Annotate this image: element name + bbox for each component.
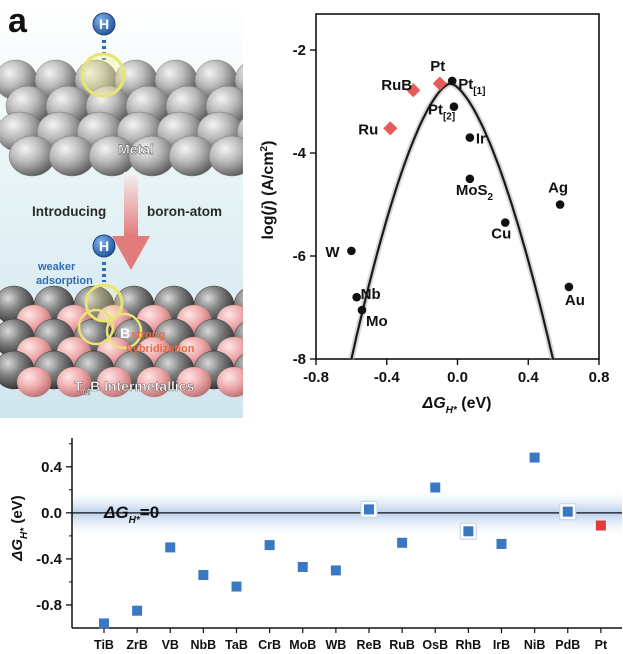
data-label-Ru: Ru (358, 121, 378, 138)
data-label-Mo: Mo (366, 313, 388, 330)
value-marker-VB (165, 542, 175, 552)
value-marker-PdB (563, 507, 573, 517)
data-point-Au (565, 283, 574, 292)
b-y-tick-label: -0.8 (36, 597, 62, 614)
y-tick-label: -8 (293, 351, 306, 368)
b-x-tick-label: ZrB (126, 638, 148, 652)
transition-arrow-shaft (124, 172, 138, 236)
arrow-text-boron-atom: boron-atom (147, 204, 222, 219)
b-y-tick-label: 0.4 (41, 459, 63, 476)
value-marker-RuB (397, 538, 407, 548)
hybridization-label: hybridization (126, 343, 195, 355)
x-tick-label: -0.8 (303, 369, 329, 386)
metal-atom (9, 136, 55, 176)
value-marker-MoB (298, 562, 308, 572)
x-tick-label: -0.4 (374, 369, 401, 386)
value-marker-IrB (497, 539, 507, 549)
panel-b-free-energy-chart: 0.4 0.0 -0.4 -0.8 TiB ZrB VB NbB TaB CrB MoB WB ReB R… (0, 418, 623, 654)
x-tick-label: 0.0 (447, 369, 468, 386)
y-tick-label: -2 (293, 42, 306, 59)
metal-atom (169, 136, 215, 176)
adsorption-label: adsorption (36, 275, 93, 287)
b-x-tick-label: IrB (493, 638, 510, 652)
b-x-tick-label: NbB (191, 638, 217, 652)
strong-label: strong (131, 329, 165, 341)
data-label-RuB: RuB (381, 77, 412, 94)
data-point-Pt (450, 102, 459, 111)
panel-label-a: a (8, 2, 27, 41)
b-x-tick-label: RuB (389, 638, 415, 652)
b-x-tick-label: ReB (356, 638, 381, 652)
weaker-label: weaker (37, 261, 76, 273)
data-point-Pt (448, 77, 457, 86)
b-y-tick-label: 0.0 (41, 505, 62, 522)
x-tick-label: 0.4 (518, 369, 540, 386)
value-marker-CrB (265, 540, 275, 550)
value-marker-NiB (530, 453, 540, 463)
b-x-tick-label: TiB (94, 638, 114, 652)
y-tick-label: -6 (293, 248, 306, 265)
metal-label: Metal (118, 141, 154, 157)
data-label-W: W (325, 244, 340, 261)
value-marker-RhB (463, 526, 473, 536)
value-marker-Pt (596, 521, 606, 531)
x-tick-label: 0.8 (589, 369, 610, 386)
adsorption-ring-top (82, 54, 124, 96)
data-label-Nb: Nb (361, 286, 381, 303)
b-x-tick-label: WB (325, 638, 346, 652)
data-point-Mo (358, 306, 367, 315)
value-marker-TiB (99, 618, 109, 628)
boron-atom-label: B (120, 325, 130, 341)
data-label-Ag: Ag (548, 180, 568, 197)
panel-a: H Metal Introducing boron-atom H weaker … (0, 0, 243, 418)
data-label-Au: Au (565, 292, 585, 309)
b-x-tick-label: VB (162, 638, 179, 652)
b-x-tick-label: TaB (225, 638, 248, 652)
value-marker-WB (331, 565, 341, 575)
panel-c-ylabel: log(j) (A/cm2) (259, 141, 277, 240)
b-x-tick-label: OsB (422, 638, 448, 652)
b-x-tick-label: CrB (258, 638, 281, 652)
hydrogen-label-top: H (99, 16, 109, 32)
b-x-tick-label: MoB (289, 638, 316, 652)
panel-a-illustration: H Metal Introducing boron-atom H weaker … (0, 0, 243, 418)
hydrogen-label-bottom: H (99, 238, 109, 254)
arrow-text-introducing: Introducing (32, 204, 106, 219)
data-point-W (347, 247, 356, 256)
value-marker-ZrB (132, 606, 142, 616)
data-label-Cu: Cu (491, 226, 511, 243)
b-x-tick-label: PdB (555, 638, 580, 652)
boron-atom (17, 367, 51, 397)
b-x-tick-label: Pt (595, 638, 608, 652)
b-x-tick-label: RhB (456, 638, 482, 652)
b-x-tick-label: NiB (524, 638, 546, 652)
value-marker-TaB (232, 582, 242, 592)
b-y-tick-label: -0.4 (36, 551, 63, 568)
data-point-Ag (556, 200, 565, 209)
data-point-Ir (466, 133, 475, 142)
y-tick-label: -4 (293, 145, 307, 162)
metal-atom (49, 136, 95, 176)
value-marker-NbB (198, 570, 208, 580)
value-marker-ReB (364, 504, 374, 514)
data-label-Ir: Ir (476, 131, 486, 148)
panel-c-volcano-plot: -0.8 -0.4 0.0 0.4 0.8-2-4-6-8 PtPt[1]Pt[2]Ir… (243, 0, 623, 418)
value-marker-OsB (430, 483, 440, 493)
data-label-Pt: Pt (430, 58, 445, 75)
